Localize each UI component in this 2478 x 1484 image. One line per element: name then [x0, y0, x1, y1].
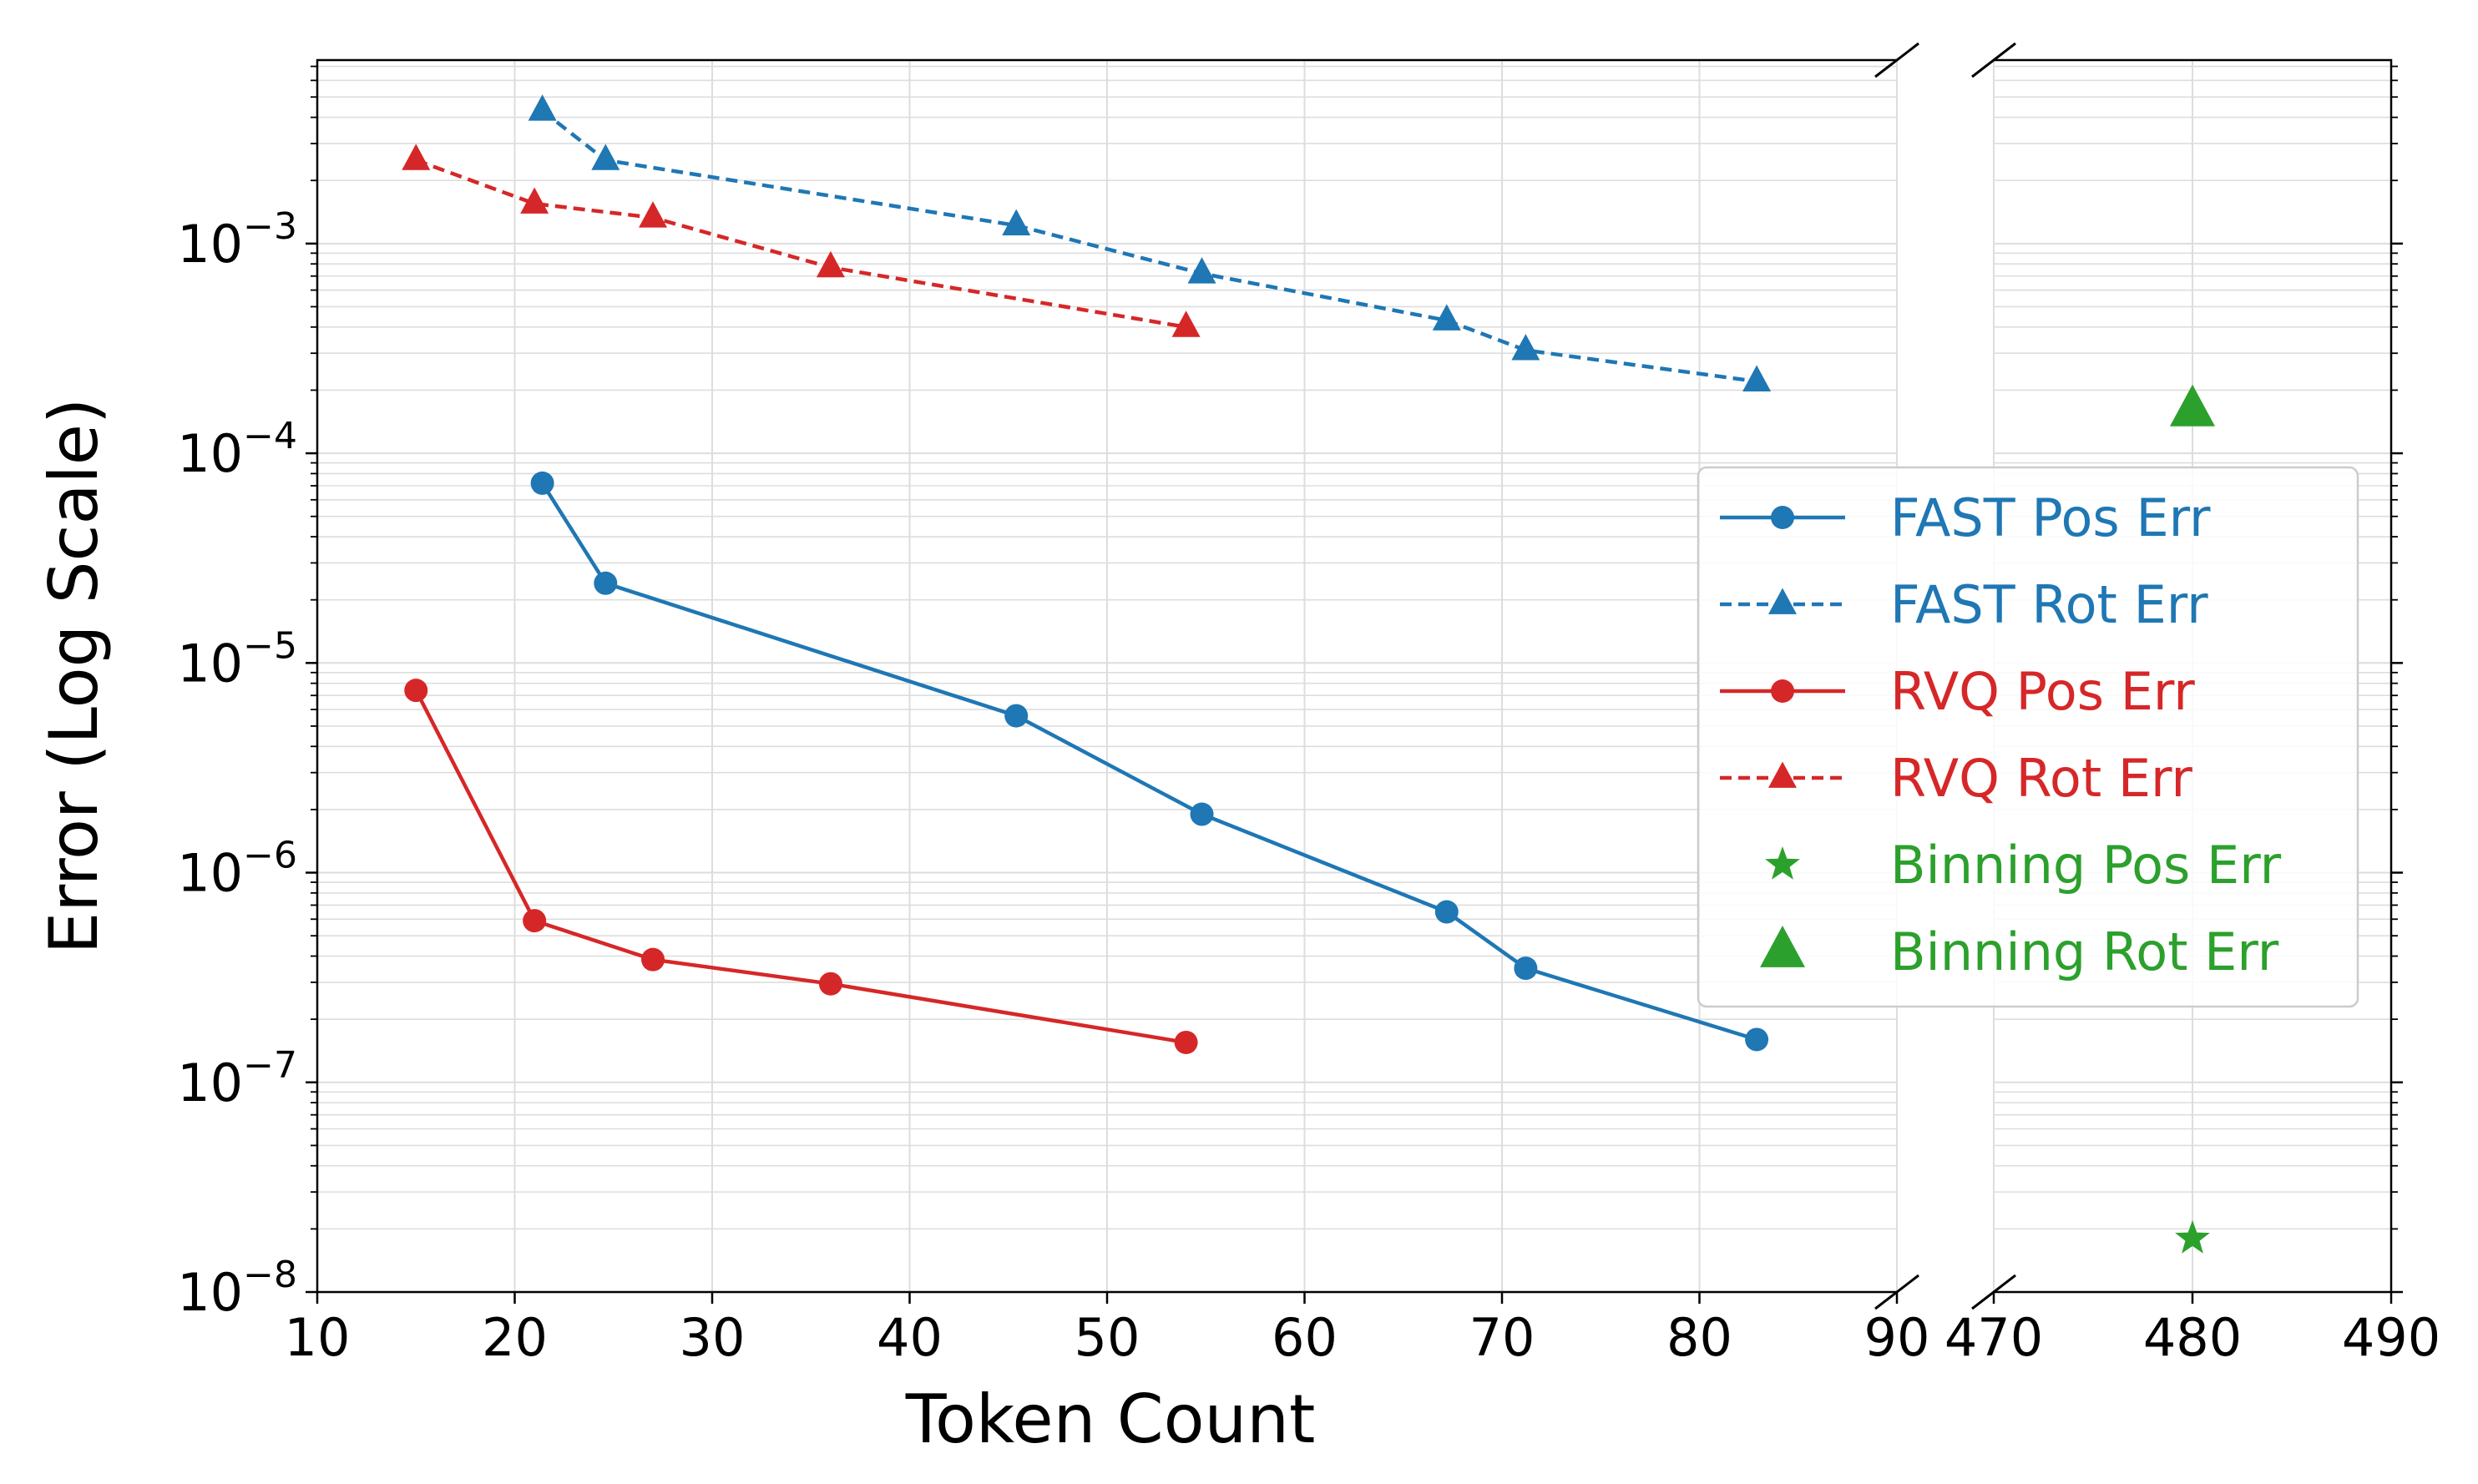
legend-entry: Binning Pos Err — [1765, 835, 2282, 896]
data-point — [1002, 209, 1031, 236]
data-point — [639, 201, 668, 228]
legend-entry: FAST Pos Err — [1720, 487, 2211, 548]
series-layer — [402, 94, 2215, 1254]
x-axis-label: Token Count — [905, 1381, 1316, 1458]
x-tick-label: 10 — [285, 1307, 351, 1368]
x-tick-label: 60 — [1272, 1307, 1338, 1368]
x-tick-label: 20 — [482, 1307, 548, 1368]
data-point — [1174, 1030, 1198, 1054]
data-point — [1742, 365, 1772, 391]
legend-label: FAST Pos Err — [1890, 487, 2211, 548]
legend-entry: RVQ Rot Err — [1720, 748, 2192, 809]
y-tick-exponent: −7 — [243, 1044, 297, 1087]
data-point — [2170, 384, 2215, 427]
y-tick-base: 10 — [177, 214, 243, 275]
data-point — [591, 144, 620, 170]
x-tick-label: 40 — [877, 1307, 943, 1368]
y-tick-label: 10−6 — [177, 835, 297, 904]
y-tick-base: 10 — [177, 1262, 243, 1323]
legend-entry: RVQ Pos Err — [1720, 661, 2195, 722]
y-tick-base: 10 — [177, 633, 243, 694]
legend-marker — [1765, 846, 1800, 880]
data-point — [1004, 704, 1029, 728]
legend-marker — [1771, 679, 1794, 703]
data-point — [530, 471, 554, 495]
axis-ticks: 10 20 30 40 50 60 70 80 90 470 480 49010−810−710−61… — [177, 65, 2440, 1368]
y-tick-label: 10−3 — [177, 205, 297, 275]
x-tick-label: 480 — [2143, 1307, 2242, 1368]
x-tick-label: 90 — [1864, 1307, 1930, 1368]
legend-box — [1697, 466, 2359, 1008]
data-point — [1190, 802, 1214, 826]
legend-entry: FAST Rot Err — [1720, 574, 2208, 635]
legend: FAST Pos Err FAST Rot Err RVQ Pos Err RVQ R… — [1697, 466, 2359, 1008]
data-point — [520, 187, 549, 214]
data-point — [404, 679, 428, 703]
data-point — [1745, 1027, 1769, 1052]
x-tick-label: 80 — [1666, 1307, 1732, 1368]
axis-break-mark — [1971, 42, 2016, 78]
y-tick-exponent: −3 — [243, 205, 297, 248]
y-tick-base: 10 — [177, 423, 243, 484]
series-binning-pos-err — [2175, 1219, 2210, 1254]
legend-entry: Binning Rot Err — [1760, 921, 2279, 982]
x-tick-label: 490 — [2342, 1307, 2440, 1368]
data-point — [816, 250, 845, 278]
legend-marker — [1768, 588, 1797, 614]
y-tick-label: 10−5 — [177, 624, 297, 694]
legend-marker — [1768, 761, 1797, 788]
y-axis-label: Error (Log Scale) — [35, 398, 113, 954]
legend-marker — [1760, 925, 1805, 967]
legend-label: RVQ Rot Err — [1890, 748, 2192, 809]
legend-label: FAST Rot Err — [1890, 574, 2208, 635]
y-tick-label: 10−7 — [177, 1044, 297, 1113]
data-point — [1187, 257, 1216, 284]
y-tick-base: 10 — [177, 1052, 243, 1113]
data-point — [523, 909, 547, 933]
data-point — [1432, 304, 1461, 331]
axis-break-mark — [1874, 42, 1919, 78]
y-tick-label: 10−4 — [177, 415, 297, 484]
data-point — [1171, 310, 1201, 337]
series-rvq-pos-err — [404, 679, 1198, 1054]
x-tick-label: 50 — [1075, 1307, 1140, 1368]
data-point — [818, 972, 842, 996]
series-fast-rot-err — [528, 94, 1772, 391]
y-tick-exponent: −6 — [243, 835, 297, 877]
series-binning-rot-err — [2170, 384, 2215, 427]
data-point — [402, 144, 431, 170]
x-tick-label: 30 — [680, 1307, 746, 1368]
data-point — [1434, 900, 1459, 924]
legend-marker — [1771, 506, 1794, 529]
data-point — [641, 947, 665, 972]
legend-label: Binning Pos Err — [1890, 835, 2282, 896]
x-tick-label: 70 — [1469, 1307, 1535, 1368]
data-point — [2175, 1219, 2210, 1254]
y-tick-exponent: −8 — [243, 1254, 297, 1296]
series-rvq-rot-err — [402, 144, 1201, 337]
y-tick-base: 10 — [177, 843, 243, 904]
y-tick-exponent: −4 — [243, 415, 297, 457]
legend-label: Binning Rot Err — [1890, 921, 2279, 982]
series-line — [541, 109, 1757, 384]
data-point — [594, 571, 618, 595]
x-tick-label: 470 — [1944, 1307, 2043, 1368]
grid — [316, 60, 2392, 1293]
legend-label: RVQ Pos Err — [1890, 661, 2195, 722]
data-point — [1511, 334, 1540, 361]
y-tick-label: 10−8 — [177, 1254, 297, 1323]
data-point — [1514, 957, 1538, 981]
series-fast-pos-err — [530, 471, 1769, 1052]
data-point — [528, 94, 557, 121]
y-tick-exponent: −5 — [243, 624, 297, 667]
